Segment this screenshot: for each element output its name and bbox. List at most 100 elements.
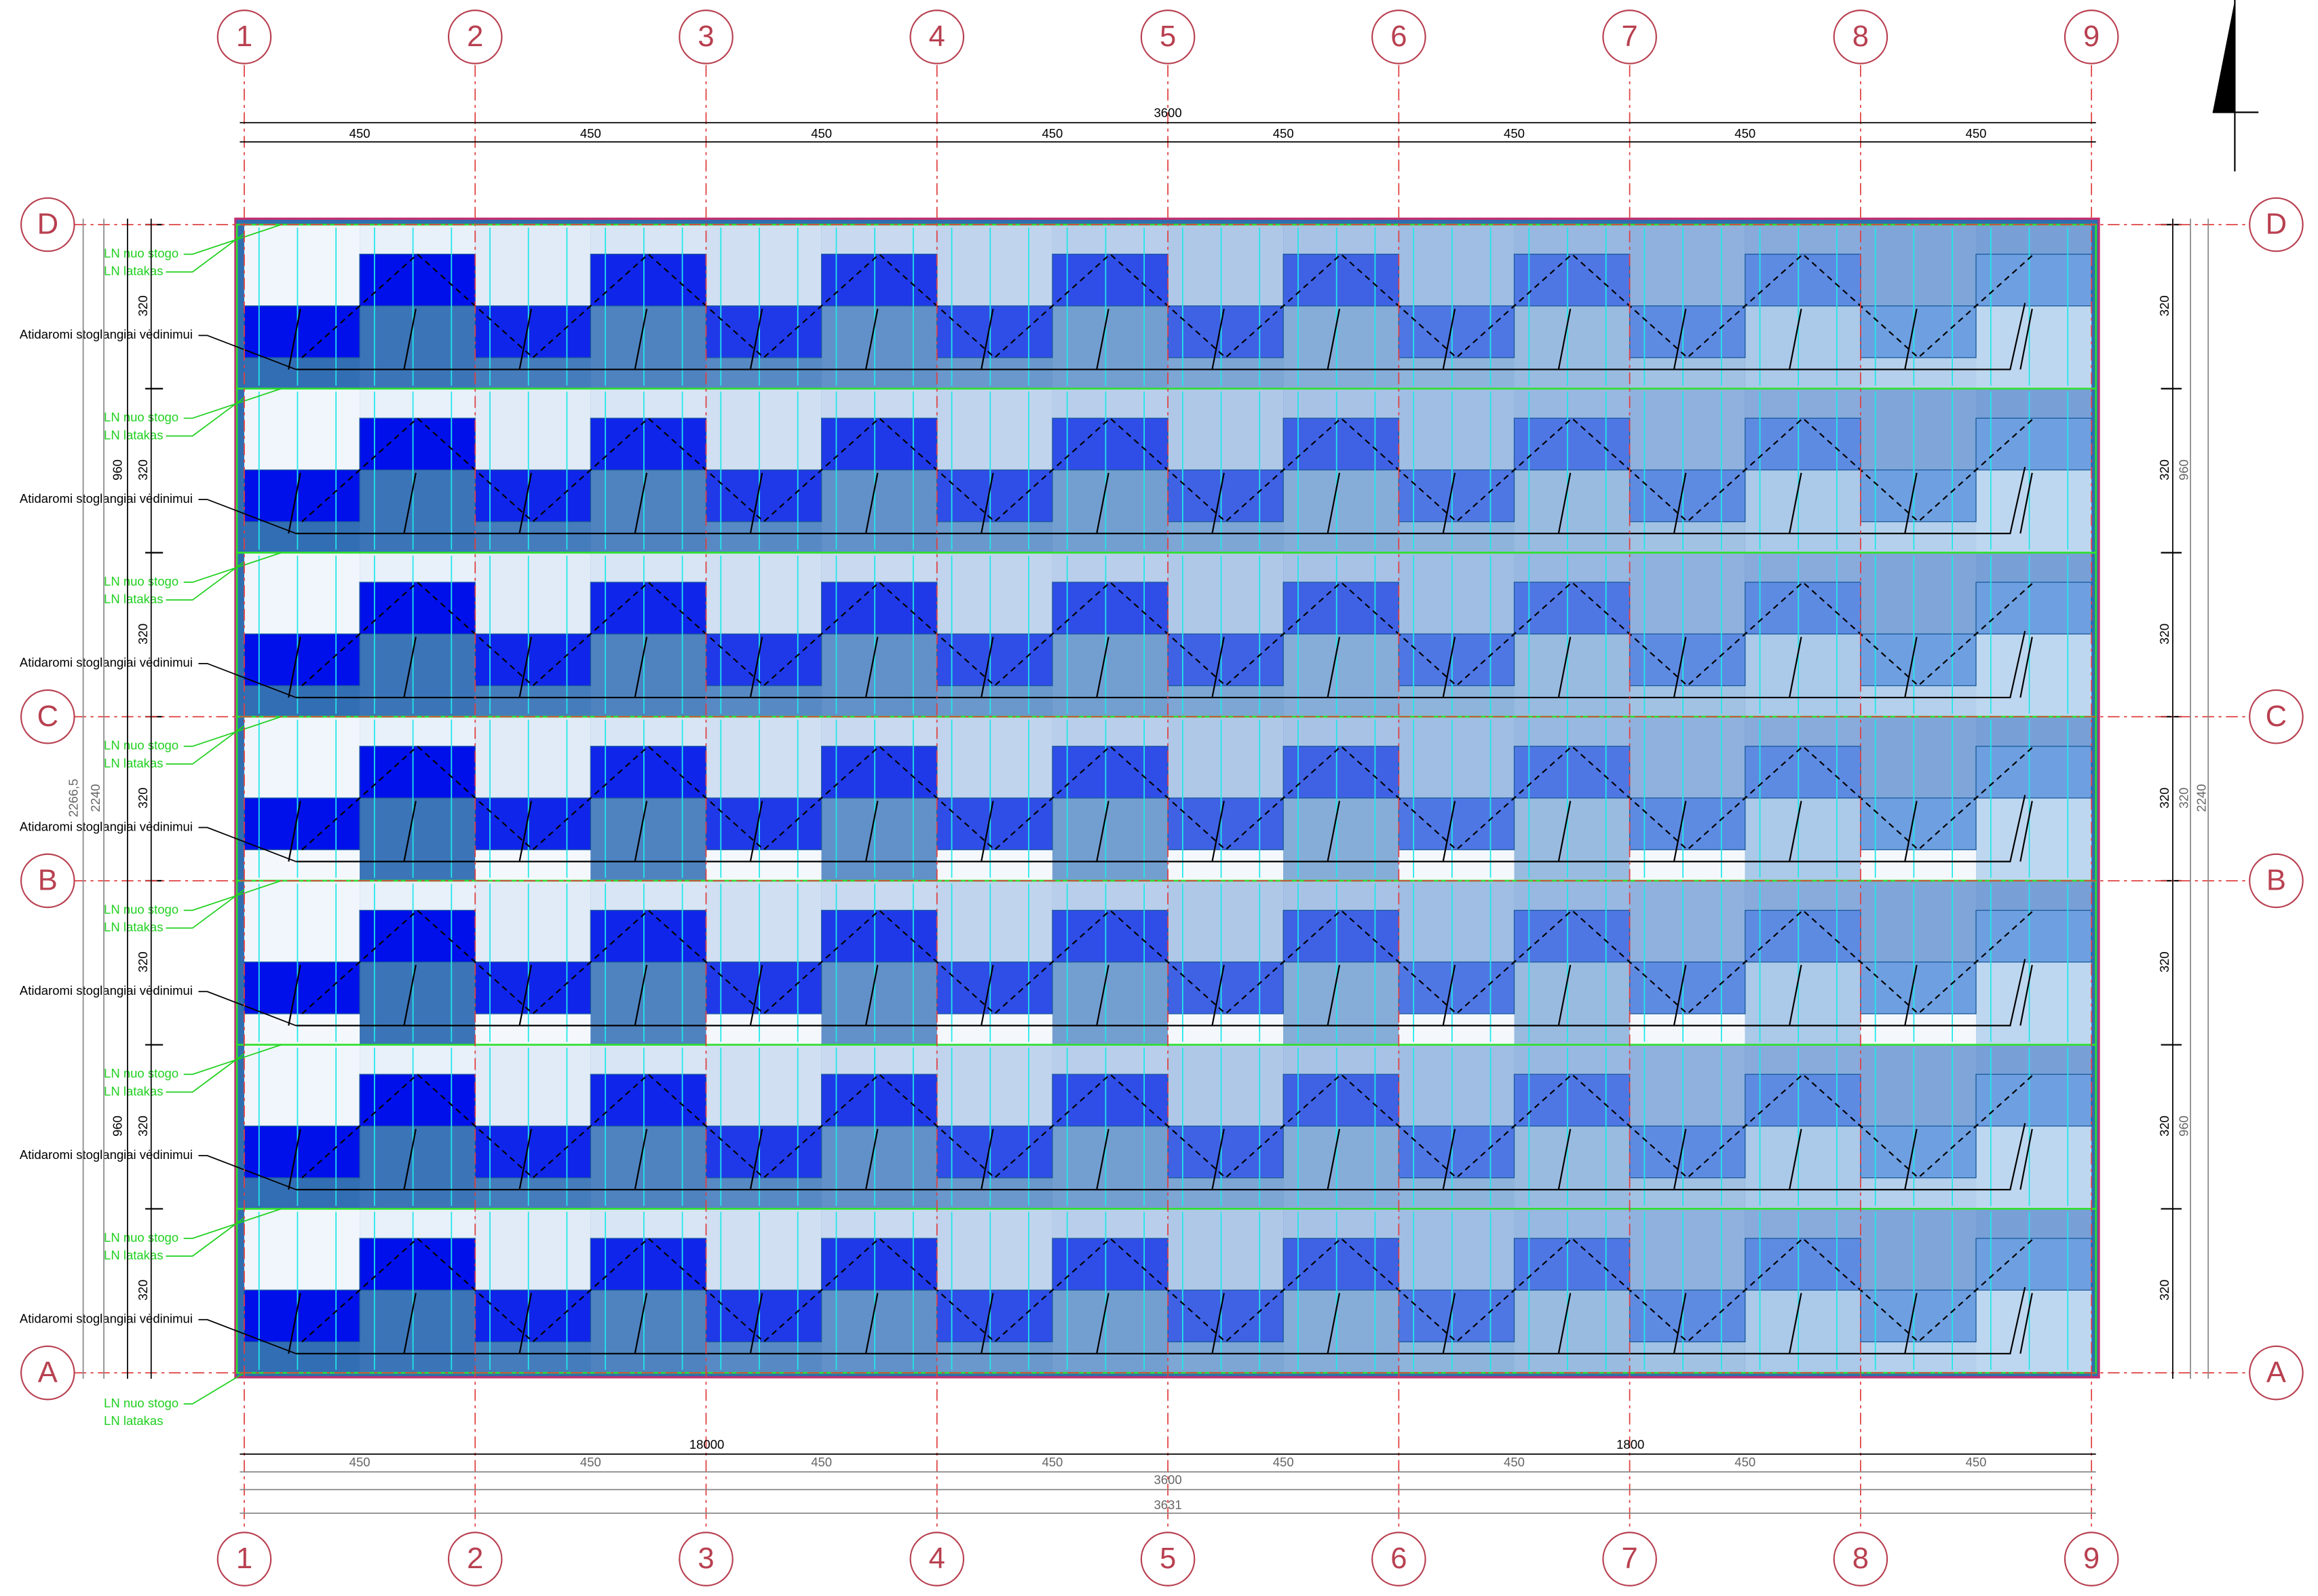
upper-zone: [1629, 1209, 1745, 1291]
drain-leader: [183, 880, 282, 911]
drain-leader: [183, 1208, 282, 1239]
slope-mark: [1789, 964, 1802, 1026]
skylight-lower: [1629, 962, 1746, 1014]
slope-mark: [1096, 472, 1109, 534]
skylight-leader: [198, 1318, 297, 1354]
skylight-upper: [820, 582, 938, 634]
drain-label: LN nuo stogo: [104, 410, 178, 424]
slope-mark: [1096, 964, 1109, 1026]
skylight-upper: [1282, 746, 1399, 799]
lower-zone: [360, 1290, 476, 1373]
slope-mark: [2019, 308, 2033, 370]
upper-zone: [244, 225, 360, 306]
dim-text: 450: [1734, 126, 1755, 140]
grid-label: B: [2266, 864, 2286, 897]
skylight-lower: [244, 962, 360, 1014]
skylight-label: Atidaromi stoglangiai vėdinimui: [20, 819, 193, 833]
skylight-leader: [198, 1155, 297, 1190]
grid-bubble: [1602, 1532, 1657, 1586]
upper-zone: [706, 225, 822, 306]
grid-bubble: [20, 853, 75, 909]
grid-bubble: [679, 10, 734, 64]
left-strip-dim: 320: [136, 1116, 150, 1137]
skylight-upper: [359, 417, 476, 471]
skylight-lower: [1860, 633, 1977, 687]
slope-mark: [749, 964, 763, 1026]
skylight-upper: [1052, 1074, 1168, 1127]
lower-zone: [1976, 1290, 2092, 1373]
skylight-line: [296, 959, 2026, 1027]
skylight-lower: [1167, 797, 1284, 850]
upper-zone: [1168, 880, 1284, 962]
upper-zone: [1860, 1209, 1977, 1291]
dim-text: 960: [2176, 1116, 2190, 1137]
lower-zone: [1514, 634, 1630, 717]
upper-zone: [936, 552, 1052, 634]
grid-label: 7: [1622, 20, 1638, 53]
slope-mark: [288, 1128, 301, 1190]
skylight-label: Atidaromi stoglangiai vėdinimui: [20, 1312, 193, 1326]
slope-mark: [864, 801, 879, 862]
lower-zone: [1976, 470, 2092, 553]
gutter-leader: [166, 889, 245, 929]
grid-label: 3: [698, 20, 714, 53]
slope-mark: [1789, 636, 1802, 698]
gutter-leader: [166, 725, 245, 765]
gutter-label: LN latakas: [104, 1413, 163, 1428]
gutter-label: LN latakas: [104, 264, 163, 278]
grid-label: 2: [467, 1542, 483, 1575]
skylight-upper: [590, 1074, 707, 1127]
skylight-lower: [1860, 1125, 1977, 1179]
gutter-leader: [166, 1217, 245, 1257]
upper-zone: [475, 717, 591, 798]
upper-zone: [1399, 717, 1515, 798]
lower-zone: [1283, 305, 1399, 389]
skylight-upper: [1052, 582, 1168, 634]
skylight-upper: [1975, 1074, 2092, 1127]
skylight-upper: [1282, 1074, 1399, 1127]
slope-mark: [403, 1293, 417, 1354]
skylight-upper: [590, 417, 707, 471]
grid-bubble: [2064, 1532, 2119, 1586]
lower-zone: [590, 634, 706, 717]
grid-label: 8: [1852, 1542, 1869, 1575]
skylight-lower: [1398, 1289, 1515, 1343]
slope-mark: [1557, 801, 1572, 862]
upper-zone: [1399, 880, 1515, 962]
lower-zone: [1745, 798, 1861, 881]
slope-mark: [288, 636, 301, 698]
slope-mark: [749, 801, 763, 862]
dim-text: 450: [1273, 1455, 1294, 1469]
skylight-lower: [244, 1125, 360, 1179]
dim-text: 450: [811, 126, 832, 140]
right-strip-dim: 320: [2157, 951, 2171, 972]
upper-zone: [706, 717, 822, 798]
slope-mark: [1442, 308, 1456, 370]
north-arrow: [2212, 0, 2235, 113]
skylight-lower: [1629, 1125, 1746, 1179]
slope-mark: [403, 308, 417, 370]
skylight-lower: [1167, 469, 1284, 522]
upper-zone: [1860, 552, 1977, 634]
skylight-lower: [1167, 962, 1284, 1014]
dim-text: 3631: [1154, 1498, 1181, 1512]
lower-zone: [590, 1126, 706, 1209]
skylight-lower: [1860, 305, 1977, 358]
skylight-upper: [1975, 909, 2092, 963]
slope-mark: [1789, 472, 1802, 534]
slope-mark: [981, 472, 994, 534]
slope-mark: [1789, 801, 1802, 862]
skylight-lower: [1629, 305, 1746, 358]
skylight-upper: [1282, 253, 1399, 307]
skylight-upper: [359, 1074, 476, 1127]
lower-zone: [821, 1126, 937, 1209]
slope-mark: [1557, 1293, 1572, 1354]
skylight-lower: [705, 1289, 822, 1343]
upper-zone: [244, 1209, 360, 1291]
dim-text: 450: [811, 1455, 832, 1469]
slope-mark: [1327, 636, 1341, 698]
slope-mark: [1673, 636, 1687, 698]
slope-mark: [1789, 1293, 1802, 1354]
